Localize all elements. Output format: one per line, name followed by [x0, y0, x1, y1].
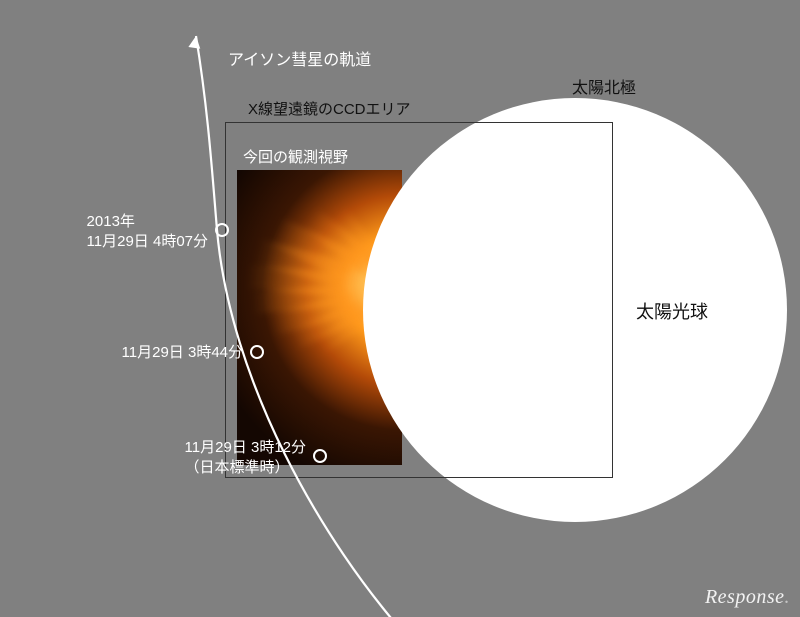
ccd-area-label: X線望遠鏡のCCDエリア: [248, 100, 411, 120]
watermark: Response.: [705, 586, 790, 609]
orbit-marker-point: [215, 223, 229, 237]
orbit-marker-label: 11月29日 3時44分: [122, 343, 243, 363]
ccd-area-rect: [225, 122, 613, 478]
orbit-label: アイソン彗星の軌道: [228, 50, 371, 72]
watermark-suffix: .: [785, 586, 791, 608]
sun-label: 太陽光球: [636, 300, 708, 324]
diagram-canvas: 2013年11月29日 4時07分 11月29日 3時44分 11月29日 3時12…: [0, 0, 800, 617]
orbit-marker-point: [250, 345, 264, 359]
orbit-marker-label: 11月29日 3時12分（日本標準時）: [185, 438, 306, 479]
watermark-main: Response: [705, 586, 785, 608]
sun-north-label: 太陽北極: [572, 78, 636, 100]
orbit-marker-point: [313, 449, 327, 463]
orbit-marker-label: 2013年11月29日 4時07分: [87, 212, 208, 253]
observation-view-label: 今回の観測視野: [243, 148, 348, 168]
